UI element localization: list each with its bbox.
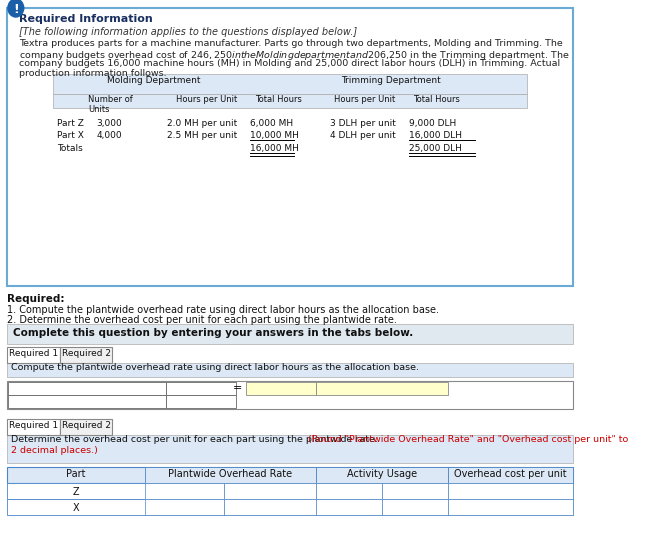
- Text: Determine the overhead cost per unit for each part using the plantwide rate.: Determine the overhead cost per unit for…: [11, 435, 381, 444]
- Bar: [448, 483, 573, 499]
- Text: Z: Z: [72, 487, 79, 497]
- Text: Hours per Unit: Hours per Unit: [334, 95, 395, 104]
- Bar: [224, 483, 316, 499]
- Bar: [7, 381, 573, 409]
- Text: Number of
Units: Number of Units: [88, 95, 133, 114]
- Bar: [7, 324, 573, 344]
- Text: 1. Compute the plantwide overhead rate using direct labor hours as the allocatio: 1. Compute the plantwide overhead rate u…: [7, 305, 439, 315]
- Text: 16,000 DLH: 16,000 DLH: [409, 131, 461, 140]
- Text: production information follows.: production information follows.: [19, 69, 167, 78]
- Bar: [60, 419, 112, 435]
- Text: [The following information applies to the questions displayed below.]: [The following information applies to th…: [19, 27, 358, 37]
- Text: 3 DLH per unit: 3 DLH per unit: [329, 119, 395, 128]
- Bar: [166, 382, 236, 395]
- Bar: [145, 467, 316, 483]
- Text: Hours per Unit: Hours per Unit: [176, 95, 237, 104]
- Text: !: !: [13, 3, 18, 16]
- Text: Required Information: Required Information: [19, 14, 153, 24]
- Text: Trimming Department: Trimming Department: [341, 76, 441, 85]
- Bar: [7, 419, 60, 435]
- Text: 9,000 DLH: 9,000 DLH: [409, 119, 456, 128]
- Text: 3,000: 3,000: [96, 119, 122, 128]
- Bar: [382, 483, 448, 499]
- Text: 16,000 MH: 16,000 MH: [250, 144, 300, 153]
- Text: Required 2: Required 2: [61, 349, 111, 358]
- Bar: [7, 347, 60, 363]
- Text: Required 2: Required 2: [61, 421, 111, 430]
- Bar: [316, 499, 382, 515]
- Text: Totals: Totals: [57, 144, 83, 153]
- Bar: [53, 94, 527, 108]
- Text: Molding Department: Molding Department: [107, 76, 201, 85]
- Text: 25,000 DLH: 25,000 DLH: [409, 144, 461, 153]
- Text: Total Hours: Total Hours: [255, 95, 302, 104]
- Text: Activity Usage: Activity Usage: [347, 469, 417, 479]
- Bar: [7, 467, 573, 483]
- Text: Required 1: Required 1: [9, 349, 58, 358]
- Text: (Round "Plantwide Overhead Rate" and "Overhead cost per unit" to: (Round "Plantwide Overhead Rate" and "Ov…: [308, 435, 628, 444]
- Bar: [7, 499, 573, 515]
- Text: company budgets overhead cost of $246,250 in the Molding department and $206,250: company budgets overhead cost of $246,25…: [19, 49, 570, 62]
- Bar: [8, 382, 166, 395]
- Text: Part Z: Part Z: [57, 119, 84, 128]
- Text: Overhead cost per unit: Overhead cost per unit: [454, 469, 567, 479]
- Text: Part X: Part X: [57, 131, 84, 140]
- Text: 2.5 MH per unit: 2.5 MH per unit: [167, 131, 237, 140]
- Text: X: X: [72, 503, 79, 513]
- Text: Required 1: Required 1: [9, 421, 58, 430]
- Text: 4,000: 4,000: [96, 131, 122, 140]
- Text: 10,000 MH: 10,000 MH: [250, 131, 300, 140]
- Bar: [448, 467, 573, 483]
- Text: Part: Part: [66, 469, 85, 479]
- Bar: [7, 483, 573, 499]
- Bar: [166, 395, 236, 408]
- Text: 6,000 MH: 6,000 MH: [250, 119, 294, 128]
- Text: Total Hours: Total Hours: [413, 95, 460, 104]
- Text: Plantwide Overhead Rate: Plantwide Overhead Rate: [168, 469, 292, 479]
- Text: 4 DLH per unit: 4 DLH per unit: [329, 131, 395, 140]
- Bar: [224, 499, 316, 515]
- Bar: [145, 483, 224, 499]
- Text: =: =: [232, 383, 242, 393]
- Text: 2.0 MH per unit: 2.0 MH per unit: [167, 119, 237, 128]
- Bar: [7, 435, 573, 463]
- Bar: [60, 347, 112, 363]
- Bar: [316, 467, 448, 483]
- Text: Compute the plantwide overhead rate using direct labor hours as the allocation b: Compute the plantwide overhead rate usin…: [11, 363, 419, 372]
- Bar: [145, 499, 224, 515]
- Text: company budgets 16,000 machine hours (MH) in Molding and 25,000 direct labor hou: company budgets 16,000 machine hours (MH…: [19, 59, 560, 68]
- Text: Textra produces parts for a machine manufacturer. Parts go through two departmen: Textra produces parts for a machine manu…: [19, 39, 563, 48]
- Text: 2 decimal places.): 2 decimal places.): [11, 446, 98, 455]
- Text: Required:: Required:: [7, 294, 65, 304]
- Text: 2. Determine the overhead cost per unit for each part using the plantwide rate.: 2. Determine the overhead cost per unit …: [7, 315, 397, 325]
- Bar: [53, 74, 527, 94]
- Bar: [246, 382, 316, 395]
- Bar: [382, 499, 448, 515]
- Bar: [448, 499, 573, 515]
- Bar: [316, 483, 382, 499]
- Text: Complete this question by entering your answers in the tabs below.: Complete this question by entering your …: [13, 328, 413, 338]
- Circle shape: [8, 0, 24, 17]
- Bar: [8, 395, 166, 408]
- Bar: [7, 8, 573, 286]
- Bar: [316, 382, 448, 395]
- Bar: [7, 363, 573, 377]
